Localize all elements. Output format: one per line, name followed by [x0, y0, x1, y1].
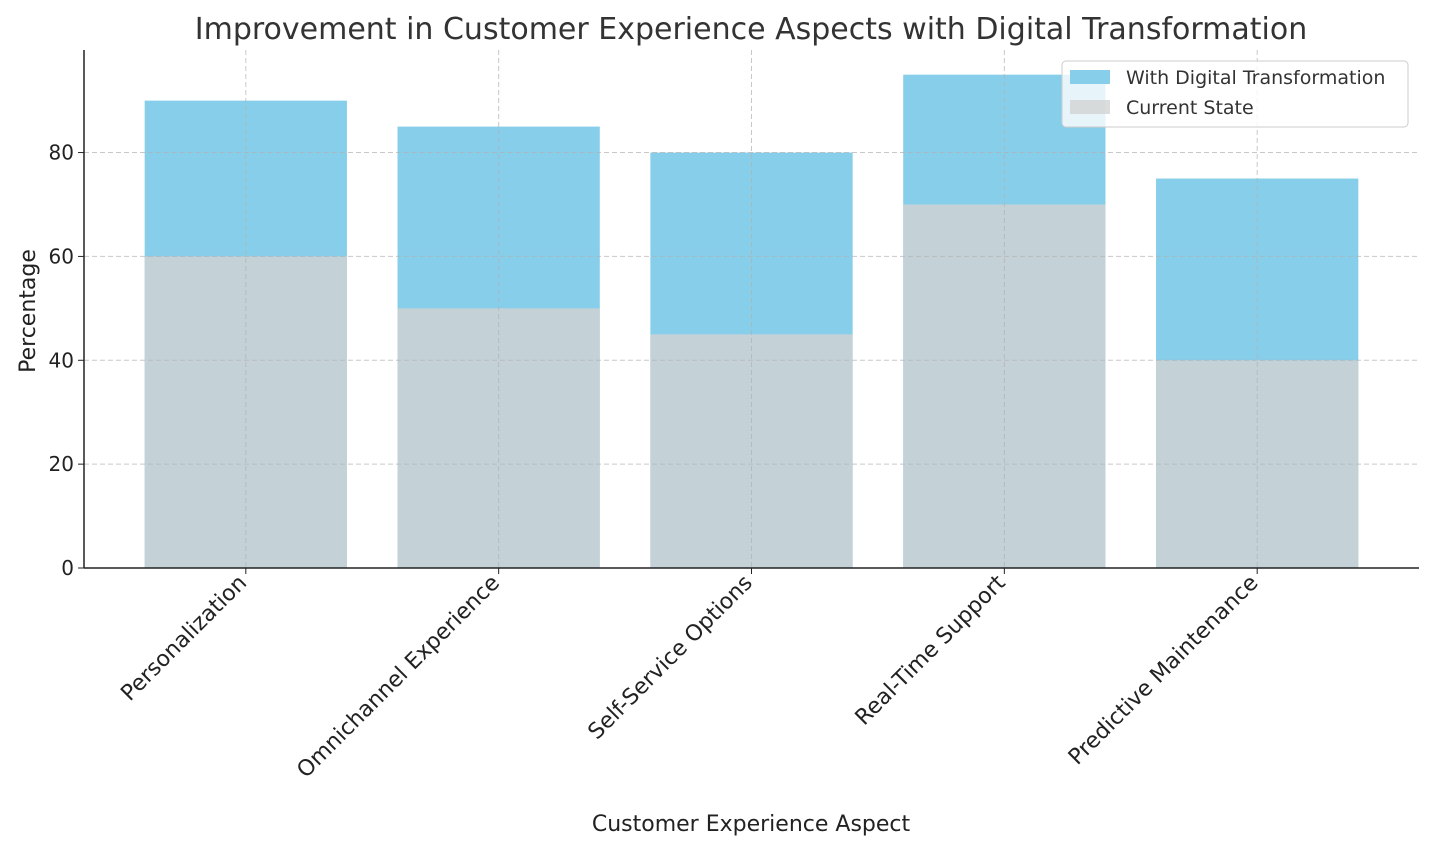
- x-axis-label: Customer Experience Aspect: [592, 812, 911, 837]
- y-tick-label: 60: [49, 244, 74, 268]
- legend-label-with-digital: With Digital Transformation: [1126, 67, 1385, 89]
- y-axis-label: Percentage: [16, 249, 41, 373]
- y-tick-label: 40: [49, 348, 74, 372]
- chart-title: Improvement in Customer Experience Aspec…: [195, 12, 1308, 47]
- legend-frame: [1061, 60, 1409, 128]
- legend-swatch-with-digital: [1070, 70, 1110, 84]
- x-tick-label: Omnichannel Experience: [292, 571, 505, 784]
- legend-swatch-current: [1070, 100, 1110, 114]
- legend: With Digital Transformation Current Stat…: [1061, 60, 1409, 128]
- x-tick-label: Personalization: [116, 571, 252, 707]
- legend-label-current: Current State: [1126, 97, 1254, 119]
- y-tick-label: 80: [49, 141, 74, 165]
- x-tick-label: Self-Service Options: [584, 571, 758, 745]
- x-tick-label: Predictive Maintenance: [1064, 571, 1263, 770]
- y-tick-label: 20: [49, 452, 74, 476]
- y-tick-label: 0: [61, 556, 74, 580]
- x-tick-label: Real-Time Support: [851, 570, 1011, 730]
